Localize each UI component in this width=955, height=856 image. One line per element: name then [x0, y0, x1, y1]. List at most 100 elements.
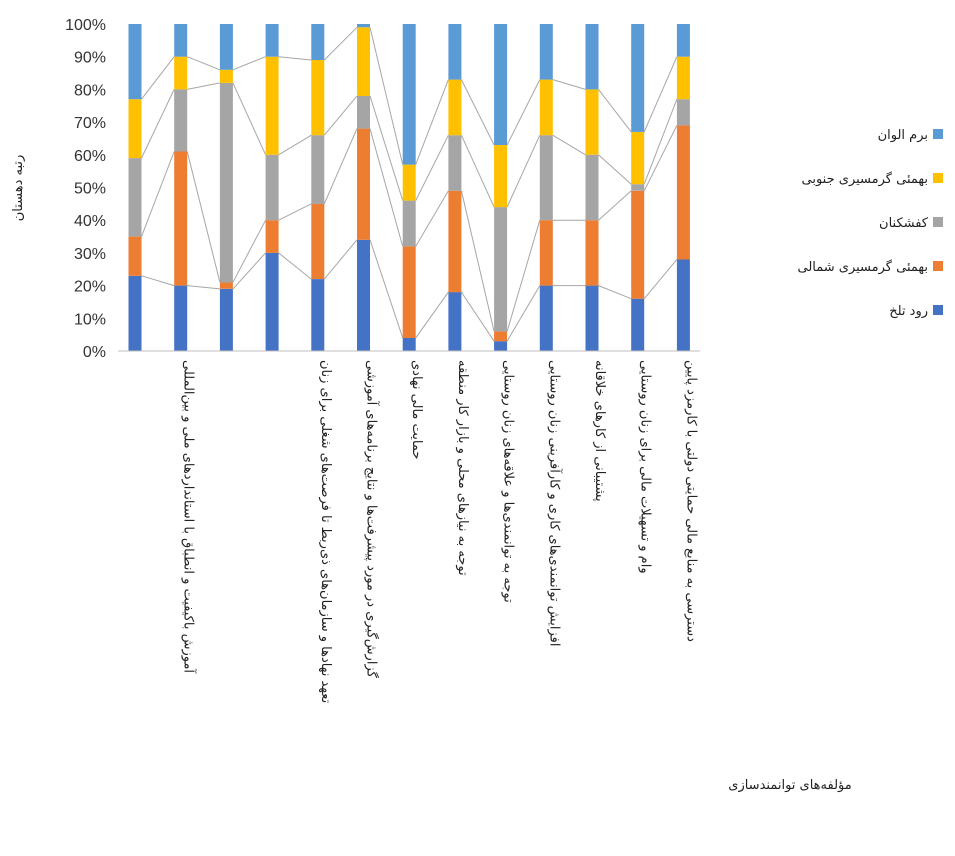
connector-line [369, 27, 404, 165]
bar-segment [128, 236, 142, 276]
bar-segment [631, 184, 645, 191]
connector-line [415, 291, 449, 339]
bar-segment [539, 24, 553, 80]
bar-segment [402, 200, 416, 247]
connector-line [415, 190, 449, 247]
connector-line [552, 79, 586, 90]
bar-segment [448, 190, 462, 293]
bar-segment [585, 24, 599, 90]
y-tick-label: 20% [74, 279, 106, 296]
y-tick-label: 80% [74, 82, 106, 99]
connector-line [323, 239, 358, 280]
legend-label: کفشکنان [879, 216, 929, 231]
legend-swatch [933, 173, 943, 183]
bar-segment [219, 288, 233, 351]
series-connector-lines [141, 26, 678, 342]
y-axis-title: رتبه دهستان [11, 155, 26, 222]
category-label: وام و تسهیلات مالی برای زنان روستایی [638, 360, 653, 574]
bar-segment [539, 285, 553, 351]
y-tick-label: 40% [74, 213, 106, 230]
connector-line [187, 56, 221, 71]
connector-line [278, 252, 312, 280]
connector-line [278, 203, 312, 221]
category-label: دسترسی به منابع مالی حمایتی دولتی با کار… [683, 360, 698, 642]
bars [128, 24, 690, 351]
connector-line [460, 291, 495, 342]
connector-line [598, 190, 632, 221]
bar-segment [539, 220, 553, 286]
bar-segment [402, 337, 416, 351]
bar-segment [585, 89, 599, 155]
bar-segment [631, 190, 645, 299]
bar-segment [219, 82, 233, 283]
legend-label: برم الوان [878, 128, 928, 143]
bar-segment [174, 285, 188, 351]
y-axis: 0% 10% 20% 30% 40% 50% 60% 70% 80% 90% 100% [65, 17, 106, 361]
bar-segment [128, 99, 142, 159]
bar-segment [219, 282, 233, 289]
category-labels: آموزش باکیفیت و انطباق با استانداردهای م… [181, 360, 699, 704]
y-tick-label: 10% [74, 311, 106, 328]
connector-line [598, 89, 632, 133]
bar-segment [676, 99, 690, 126]
connector-line [278, 134, 312, 156]
legend-label: بهمئی گرمسیری جنوبی [802, 171, 928, 187]
bar-segment [311, 135, 325, 204]
connector-line [460, 190, 495, 332]
bar-segment [357, 24, 370, 28]
bar-segment [128, 24, 142, 100]
bar-segment [311, 60, 325, 136]
connector-line [186, 151, 221, 283]
connector-line [643, 56, 678, 133]
connector-line [643, 259, 678, 300]
y-tick-label: 0% [83, 344, 106, 361]
connector-line [323, 95, 358, 136]
connector-line [232, 56, 266, 71]
x-axis-title: مؤلفه‌های توانمندسازی [728, 778, 851, 793]
connector-line [141, 275, 175, 287]
bar-segment [311, 24, 325, 60]
bar-segment [494, 24, 508, 145]
legend-label: رود تلخ [889, 304, 928, 319]
bar-segment [585, 220, 599, 286]
bar-segment [676, 56, 690, 100]
connector-line [598, 285, 632, 300]
category-label: حمایت مالی نهادی [409, 360, 424, 459]
category-label: پشتیبانی از کارهای خلاقانه [592, 360, 607, 502]
bar-segment [539, 135, 553, 221]
connector-line [598, 154, 632, 185]
connector-line [369, 95, 404, 201]
bar-segment [402, 24, 416, 165]
bar-segment [265, 56, 279, 155]
connector-line [187, 285, 220, 290]
connector-line [369, 239, 404, 339]
bar-segment [174, 89, 188, 152]
bar-segment [676, 24, 690, 57]
category-label: آموزش باکیفیت و انطباق با استانداردهای م… [181, 360, 198, 674]
legend-swatch [933, 305, 943, 315]
bar-segment [265, 24, 279, 57]
connector-line [232, 82, 267, 156]
bar-segment [631, 24, 645, 132]
bar-segment [357, 95, 370, 129]
y-tick-label: 60% [74, 148, 106, 165]
bar-segment [128, 158, 142, 237]
bar-segment [357, 239, 370, 351]
bar-segment [311, 279, 325, 351]
connector-line [278, 56, 312, 61]
connector-line [141, 56, 175, 100]
connector-line [232, 252, 266, 290]
bar-segment [539, 79, 553, 136]
connector-line [232, 219, 267, 283]
legend-swatch [933, 217, 943, 227]
bar-segment [265, 220, 279, 253]
bar-segment [174, 151, 188, 286]
bar-segment [631, 131, 645, 185]
connector-line [506, 220, 541, 332]
category-label: تعهد نهادها و سازمان‌های ذی‌ربط تا فرصت‌… [318, 360, 333, 704]
legend-label: بهمئی گرمسیری شمالی [797, 259, 928, 275]
bar-segment [585, 154, 599, 221]
connector-line [506, 285, 541, 342]
connector-line [141, 89, 175, 159]
